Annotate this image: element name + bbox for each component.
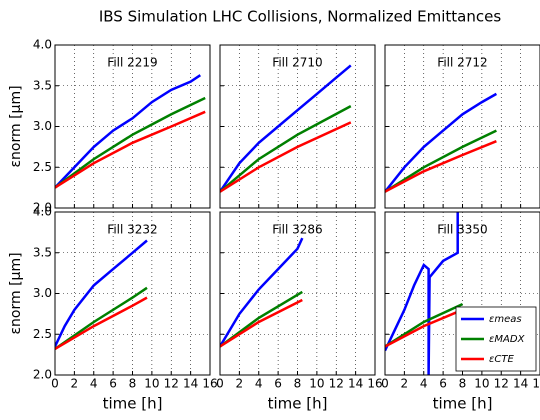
plot-area xyxy=(55,45,210,208)
plot-frame xyxy=(384,211,540,376)
legend-label: εMADX xyxy=(489,334,526,345)
x-tick-label: 8 xyxy=(459,377,467,391)
data-line xyxy=(220,104,352,193)
y-tick-label: 4.0 xyxy=(33,38,52,52)
data-line xyxy=(220,237,304,348)
y-tick-label: 4.0 xyxy=(33,205,52,219)
x-tick-label: 14 xyxy=(513,377,528,391)
panel-title: Fill 2219 xyxy=(107,56,157,70)
x-tick-label: 16 xyxy=(367,377,382,391)
plot-frame xyxy=(54,211,211,376)
y-axis-label: εnorm [μm] xyxy=(8,252,24,334)
x-tick-label: 14 xyxy=(183,377,198,391)
x-tick-label: 2 xyxy=(71,377,79,391)
y-tick-label: 3.5 xyxy=(33,78,52,92)
y-tick-label: 3.0 xyxy=(33,119,52,133)
data-line xyxy=(55,96,206,189)
y-tick-label: 3.0 xyxy=(33,286,52,300)
x-tick-label: 10 xyxy=(309,377,324,391)
data-line xyxy=(385,92,498,193)
x-tick-label: 2 xyxy=(236,377,244,391)
y-tick-label: 2.0 xyxy=(33,368,52,382)
plot-area xyxy=(55,212,210,375)
data-line xyxy=(385,129,497,193)
x-tick-label: 4 xyxy=(420,377,428,391)
data-line xyxy=(55,110,206,189)
x-axis-label: time [h] xyxy=(433,395,493,413)
x-tick-label: 10 xyxy=(144,377,159,391)
legend-label: εCTE xyxy=(489,354,514,365)
plot-frame xyxy=(219,211,376,376)
x-tick-label: 8 xyxy=(294,377,302,391)
x-tick-label: 12 xyxy=(494,377,509,391)
x-axis-label: time [h] xyxy=(268,395,328,413)
x-tick-label: 6 xyxy=(274,377,282,391)
y-axis-label: εnorm [μm] xyxy=(8,85,24,167)
data-line xyxy=(385,308,463,348)
panel-title: Fill 3286 xyxy=(272,223,322,237)
x-tick-label: 4 xyxy=(255,377,263,391)
data-line xyxy=(220,121,352,193)
x-tick-label: 6 xyxy=(109,377,117,391)
x-axis-label: time [h] xyxy=(103,395,163,413)
panel-title: Fill 3350 xyxy=(437,223,487,237)
plot-frame xyxy=(54,44,211,209)
legend-label: εmeas xyxy=(489,314,522,325)
panel-title: Fill 2710 xyxy=(272,56,322,70)
x-tick-label: 0 xyxy=(51,377,59,391)
y-tick-label: 2.5 xyxy=(33,327,52,341)
plot-area xyxy=(385,45,540,208)
panel-title: Fill 3232 xyxy=(107,223,157,237)
x-tick-label: 2 xyxy=(401,377,409,391)
x-tick-label: 4 xyxy=(90,377,98,391)
y-tick-label: 3.5 xyxy=(33,245,52,259)
plot-frame xyxy=(219,44,376,209)
data-line xyxy=(55,286,148,350)
x-tick-label: 10 xyxy=(474,377,489,391)
x-tick-label: 0 xyxy=(381,377,389,391)
x-tick-label: 0 xyxy=(216,377,224,391)
x-tick-label: 12 xyxy=(164,377,179,391)
x-tick-label: 16 xyxy=(202,377,217,391)
data-line xyxy=(55,74,201,189)
x-tick-label: 14 xyxy=(348,377,363,391)
data-line xyxy=(220,64,352,193)
plot-frame xyxy=(384,44,540,209)
x-tick-label: 16 xyxy=(532,377,540,391)
data-line xyxy=(385,140,497,193)
y-tick-label: 2.5 xyxy=(33,160,52,174)
data-line xyxy=(220,298,303,348)
data-line xyxy=(55,239,148,348)
x-tick-label: 12 xyxy=(329,377,344,391)
plot-area xyxy=(220,45,375,208)
x-tick-label: 8 xyxy=(129,377,137,391)
panel-title: Fill 2712 xyxy=(437,56,487,70)
data-line xyxy=(385,212,459,375)
figure-title: IBS Simulation LHC Collisions, Normalize… xyxy=(99,8,501,26)
x-tick-label: 6 xyxy=(439,377,447,391)
data-line xyxy=(55,296,148,350)
y-tick-label: 2.0 xyxy=(33,201,52,215)
